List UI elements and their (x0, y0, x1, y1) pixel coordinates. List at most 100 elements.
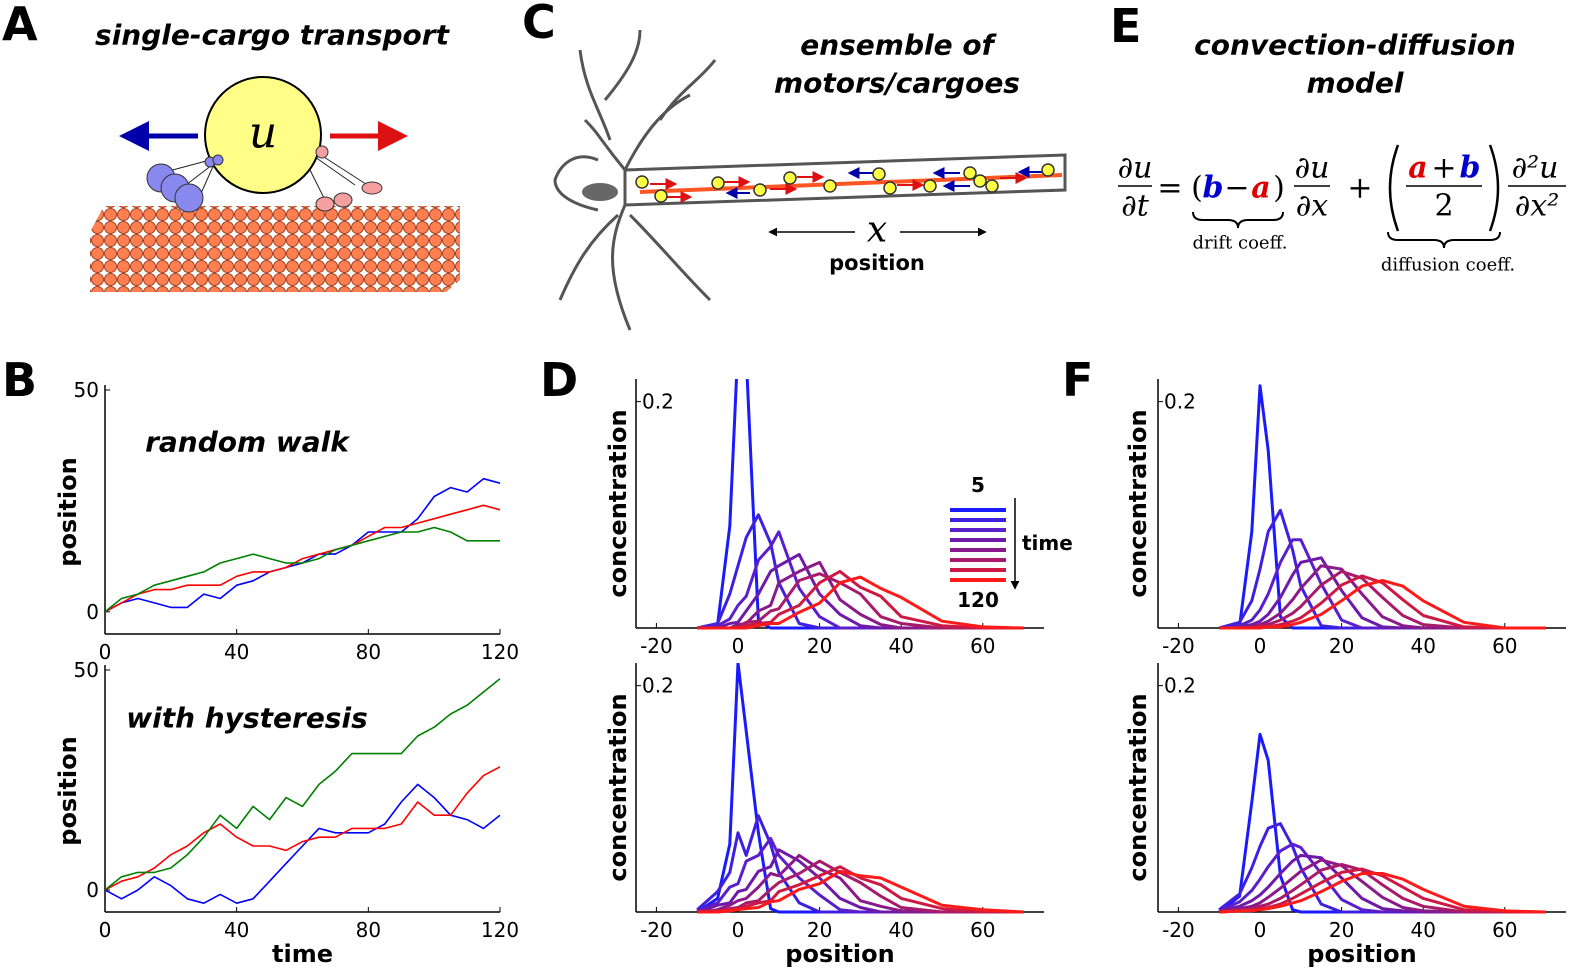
x-tick-label: 20 (807, 918, 832, 942)
y-axis-label: concentration (604, 409, 632, 597)
x-tick-label: 0 (99, 640, 112, 664)
legend-swatch (950, 568, 1006, 572)
line-series (697, 859, 1024, 914)
cargo-arrows (650, 166, 1045, 203)
line-series (105, 678, 501, 891)
line-series (105, 783, 501, 904)
x-tick-label: -20 (1162, 634, 1195, 658)
eq-term: ∂²u (1512, 151, 1559, 186)
x-tick-label: 80 (356, 918, 381, 942)
x-tick-label: 20 (1329, 918, 1354, 942)
annotation: random walk (145, 426, 351, 459)
panel-title: motors/cargoes (774, 67, 1020, 100)
panel-a-illustration: single-cargo transport u (90, 19, 460, 292)
panel-label: E (1110, 0, 1141, 53)
legend-swatch (950, 518, 1006, 522)
axis-label: position (829, 251, 925, 275)
motor (174, 183, 204, 213)
x-tick-label: 60 (1492, 634, 1517, 658)
x-tick-label: 40 (224, 918, 249, 942)
underbrace (1387, 231, 1501, 249)
track (639, 173, 1063, 194)
line-series (1219, 579, 1546, 630)
x-tick-label: 40 (1410, 918, 1435, 942)
y-tick-label: 0 (86, 878, 99, 902)
y-axis-label: position (54, 736, 82, 845)
eq-term: 2 (1434, 189, 1453, 224)
x-tick-label: 120 (481, 918, 519, 942)
legend-swatch (950, 558, 1006, 562)
eq-caption: diffusion coeff. (1381, 255, 1515, 276)
line-series (105, 504, 501, 613)
line-series (1219, 863, 1546, 914)
motor (212, 154, 224, 166)
line-series (697, 869, 1024, 914)
line-series (1218, 842, 1546, 914)
panel-title: ensemble of (800, 29, 997, 62)
microtubule (90, 206, 460, 292)
eq-term: ∂x² (1515, 189, 1559, 224)
line-series (697, 575, 1024, 630)
legend-end: 120 (957, 588, 999, 612)
panel-title: model (1306, 67, 1403, 100)
x-tick-label: 60 (970, 918, 995, 942)
panel-label: A (2, 0, 38, 51)
x-tick-label: -20 (1162, 918, 1195, 942)
eq-term: b (1460, 151, 1481, 186)
x-tick-label: 0 (732, 634, 745, 658)
x-tick-label: 0 (1254, 634, 1267, 658)
line-series (1219, 858, 1546, 914)
eq-caption: drift coeff. (1193, 233, 1288, 254)
annotation: with hysteresis (126, 702, 368, 735)
y-tick-label: 50 (74, 378, 99, 402)
eq-term: ∂u (1295, 151, 1330, 186)
axis-symbol: x (867, 210, 887, 251)
eq-term: = (1157, 171, 1182, 206)
eq-term: + (1431, 151, 1456, 186)
plot-area (105, 477, 501, 613)
x-tick-label: 40 (888, 918, 913, 942)
eq-term: ) (1273, 171, 1285, 206)
motor (315, 196, 335, 212)
panel-title: single-cargo transport (95, 19, 451, 52)
x-tick-label: 80 (356, 640, 381, 664)
motor (315, 145, 329, 159)
x-axis-label: time (272, 940, 333, 968)
underbrace (1192, 211, 1284, 229)
legend-swatch (950, 548, 1006, 552)
y-tick-label: 0.2 (642, 674, 674, 698)
y-tick-label: 0.2 (1164, 390, 1196, 414)
eq-term: + (1347, 171, 1372, 206)
x-axis-label: position (1307, 940, 1416, 968)
x-tick-label: 0 (99, 918, 112, 942)
eq-term: a (1251, 171, 1270, 206)
x-tick-label: 60 (1492, 918, 1517, 942)
eq-term: ∂u (1118, 151, 1153, 186)
x-tick-label: 0 (1254, 918, 1267, 942)
panel-label: F (1062, 353, 1093, 407)
nucleus (582, 183, 618, 201)
x-tick-label: 40 (1410, 634, 1435, 658)
big-paren (1388, 144, 1500, 232)
legend-swatch (950, 528, 1006, 532)
line-series (105, 766, 501, 891)
x-tick-label: 60 (970, 634, 995, 658)
eq-term: ( (1191, 171, 1203, 206)
plot-area (1218, 732, 1546, 914)
x-tick-label: -20 (640, 634, 673, 658)
axon (623, 153, 1067, 207)
plot-area (105, 678, 501, 904)
equation: ∂u ∂t = ( b − a ) drift coeff. ∂u ∂x + a… (1118, 144, 1566, 276)
eq-term: − (1224, 171, 1249, 206)
eq-term: ∂t (1121, 189, 1150, 224)
panel-title: convection-diffusion (1194, 29, 1516, 62)
motor (361, 181, 383, 195)
y-axis-label: concentration (604, 693, 632, 881)
x-axis-label: position (785, 940, 894, 968)
line-series (697, 560, 1024, 630)
legend-start: 5 (971, 473, 985, 497)
y-tick-label: 0.2 (1164, 674, 1196, 698)
plot-area (696, 663, 1024, 914)
y-axis-label: concentration (1124, 693, 1152, 881)
